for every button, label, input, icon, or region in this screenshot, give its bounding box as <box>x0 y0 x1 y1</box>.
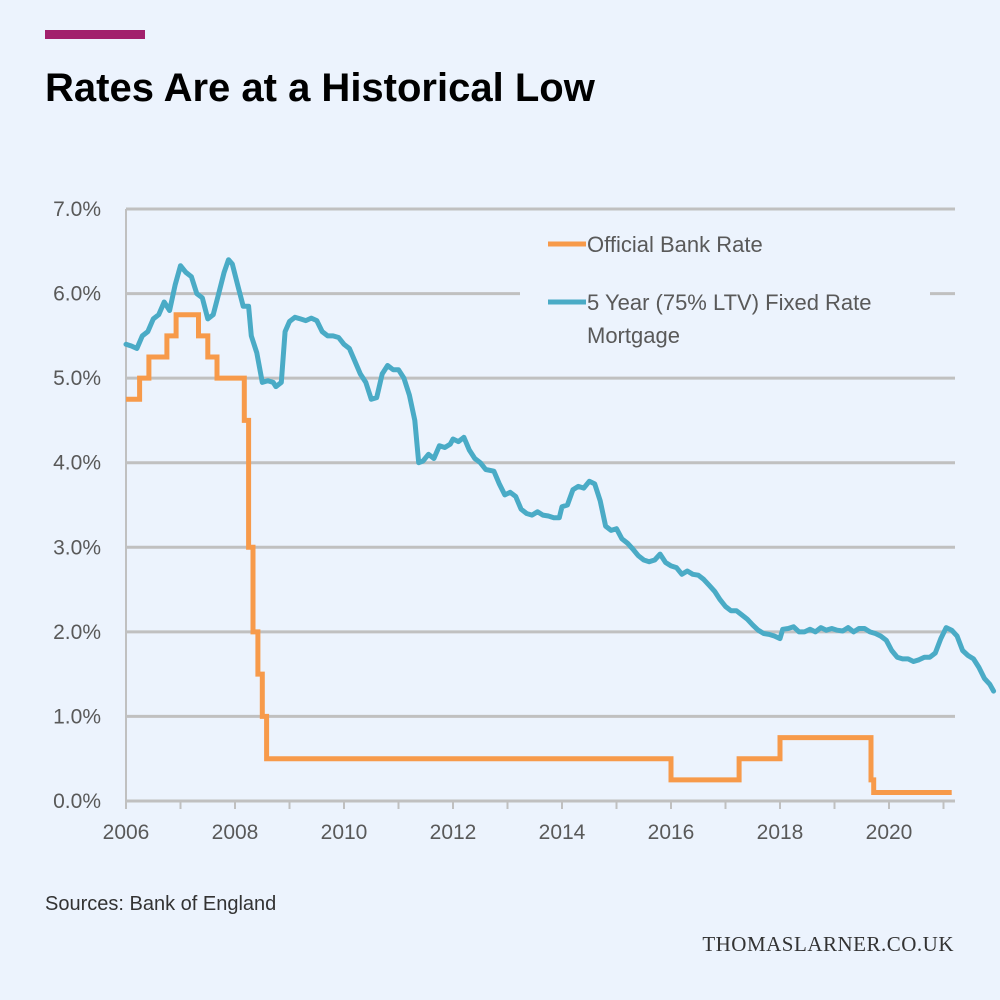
x-tick-label: 2016 <box>648 821 695 844</box>
x-tick-label: 2008 <box>212 821 259 844</box>
x-tick-label: 2020 <box>866 821 913 844</box>
legend-label-bank-rate: Official Bank Rate <box>587 232 763 257</box>
y-tick-label: 1.0% <box>53 705 101 728</box>
y-tick-label: 7.0% <box>53 198 101 221</box>
y-tick-label: 0.0% <box>53 790 101 813</box>
y-tick-label: 3.0% <box>53 536 101 559</box>
x-tick-label: 2006 <box>103 821 150 844</box>
title-accent-bar <box>45 30 145 39</box>
x-tick-label: 2012 <box>430 821 477 844</box>
x-tick-label: 2018 <box>757 821 804 844</box>
y-tick-label: 6.0% <box>53 283 101 306</box>
y-tick-label: 4.0% <box>53 452 101 475</box>
y-tick-label: 2.0% <box>53 621 101 644</box>
series-line-5-year-fixed-mortgage <box>123 257 997 694</box>
website-credit: THOMASLARNER.CO.UK <box>702 932 954 956</box>
legend-label-mortgage-line1: 5 Year (75% LTV) Fixed Rate <box>587 290 872 315</box>
x-tick-label: 2010 <box>321 821 368 844</box>
y-tick-label: 5.0% <box>53 367 101 390</box>
legend-label-mortgage-line2: Mortgage <box>587 323 680 348</box>
legend-background <box>520 222 930 352</box>
x-tick-label: 2014 <box>539 821 586 844</box>
chart-title: Rates Are at a Historical Low <box>45 66 595 110</box>
source-note: Sources: Bank of England <box>45 893 277 915</box>
series-line-official-bank-rate <box>126 312 952 795</box>
